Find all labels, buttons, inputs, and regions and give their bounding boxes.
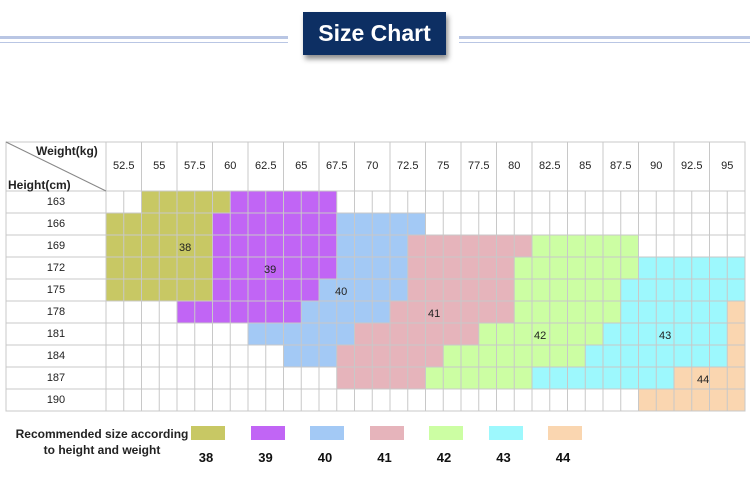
weight-label: 67.5 bbox=[326, 160, 348, 172]
size-42-zone bbox=[514, 257, 639, 279]
table-border bbox=[5, 141, 746, 412]
weight-label: 87.5 bbox=[610, 160, 632, 172]
legend-caption: Recommended size according to height and… bbox=[2, 426, 202, 458]
size-44-label: 44 bbox=[697, 374, 710, 386]
size-40-zone bbox=[319, 279, 408, 301]
weight-label: 85 bbox=[579, 160, 592, 172]
size-41-zone bbox=[390, 301, 515, 323]
size-41-zone bbox=[336, 367, 426, 389]
weight-label: 55 bbox=[153, 160, 166, 172]
height-label: 163 bbox=[46, 196, 66, 208]
weight-label: 82.5 bbox=[539, 160, 561, 172]
legend-caption-line-2: to height and weight bbox=[43, 443, 161, 457]
weight-label: 72.5 bbox=[397, 160, 419, 172]
size-40-zone bbox=[283, 345, 337, 367]
weight-label: 75 bbox=[437, 160, 450, 172]
legend-swatch-38 bbox=[191, 426, 225, 440]
header-line-left bbox=[0, 36, 288, 39]
size-44-zone bbox=[727, 345, 745, 367]
legend-caption-line-1: Recommended size according bbox=[15, 427, 189, 441]
size-39-zone bbox=[212, 257, 337, 279]
header-line-right bbox=[459, 36, 750, 39]
size-41-zone bbox=[354, 323, 479, 345]
weight-label: 77.5 bbox=[468, 160, 490, 172]
size-40-label: 40 bbox=[335, 286, 348, 298]
legend-swatch-43 bbox=[488, 426, 523, 440]
header-line-left-thin bbox=[0, 42, 288, 43]
size-42-zone bbox=[478, 323, 603, 345]
size-41-zone bbox=[407, 235, 532, 257]
size-38-zone bbox=[141, 191, 231, 213]
height-label: 184 bbox=[46, 350, 66, 362]
weight-label: 95 bbox=[721, 160, 734, 172]
height-label: 169 bbox=[46, 240, 66, 252]
weight-label: 60 bbox=[224, 160, 237, 172]
size-40-zone bbox=[336, 213, 426, 235]
weight-label: 57.5 bbox=[184, 160, 206, 172]
size-40-zone bbox=[301, 301, 390, 323]
legend-swatch-44 bbox=[548, 426, 582, 440]
legend-label-44: 44 bbox=[555, 450, 571, 465]
size-41-label: 41 bbox=[428, 308, 441, 320]
corner-diagonal bbox=[5, 141, 107, 192]
weight-label: 62.5 bbox=[255, 160, 277, 172]
height-label: 187 bbox=[46, 372, 66, 384]
height-label: 178 bbox=[46, 306, 66, 318]
size-44-zone bbox=[727, 323, 745, 345]
legend-label-43: 43 bbox=[496, 450, 511, 465]
size-43-zone bbox=[603, 323, 728, 345]
size-38-label: 38 bbox=[179, 242, 192, 254]
header-line-right-thin bbox=[459, 42, 750, 43]
weight-label: 92.5 bbox=[681, 160, 703, 172]
height-axis-label: Height(cm) bbox=[8, 178, 71, 192]
weight-label: 90 bbox=[650, 160, 663, 172]
page-title: Size Chart bbox=[303, 12, 446, 55]
size-39-zone bbox=[212, 235, 337, 257]
legend-label-42: 42 bbox=[436, 450, 452, 465]
size-39-label: 39 bbox=[264, 264, 277, 276]
legend-swatch-40 bbox=[310, 426, 344, 440]
size-42-label: 42 bbox=[534, 330, 547, 342]
legend-label-39: 39 bbox=[258, 450, 273, 465]
size-39-zone bbox=[177, 301, 302, 323]
height-label: 172 bbox=[46, 262, 66, 274]
weight-axis-label: Weight(kg) bbox=[36, 144, 98, 158]
legend-label-38: 38 bbox=[198, 450, 214, 465]
size-43-label: 43 bbox=[659, 330, 672, 342]
size-39-zone bbox=[212, 213, 337, 235]
weight-label: 52.5 bbox=[113, 160, 135, 172]
height-label: 181 bbox=[46, 328, 66, 340]
legend-swatch-41 bbox=[369, 426, 404, 440]
weight-label: 65 bbox=[295, 160, 308, 172]
height-label: 190 bbox=[46, 394, 66, 406]
height-label: 175 bbox=[46, 284, 66, 296]
legend-label-41: 41 bbox=[377, 450, 392, 465]
legend-label-40: 40 bbox=[317, 450, 333, 465]
height-label: 166 bbox=[46, 218, 66, 230]
legend-swatch-39 bbox=[250, 426, 285, 440]
weight-label: 80 bbox=[508, 160, 521, 172]
size-43-zone bbox=[620, 279, 745, 301]
size-44-zone bbox=[727, 301, 745, 323]
legend-swatch-42 bbox=[429, 426, 463, 440]
weight-label: 70 bbox=[366, 160, 379, 172]
